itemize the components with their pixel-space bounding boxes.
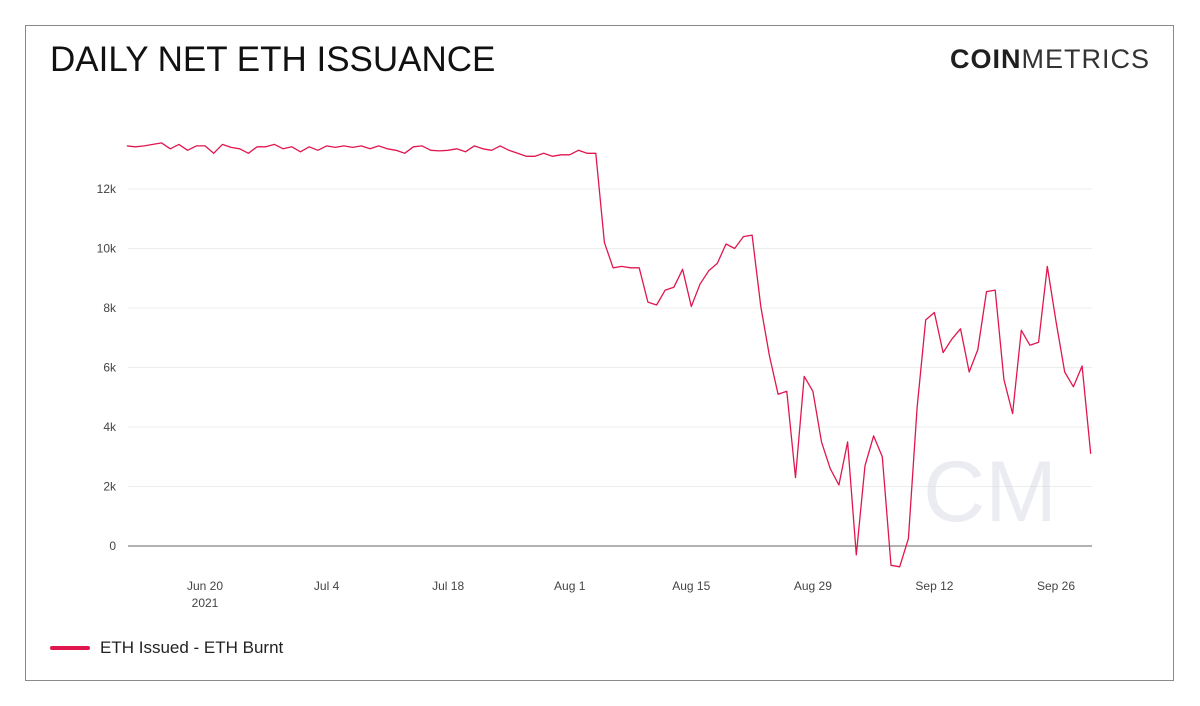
x-tick-label: Aug 15: [672, 579, 710, 593]
legend-swatch: [50, 646, 90, 650]
x-tick-label: Jul 4: [314, 579, 340, 593]
x-axis-ticks: Jun 20 2021 Jul 4 Jul 18 Aug 1 Aug 15 Aug 29 Se…: [187, 579, 1075, 610]
x-tick-sublabel: 2021: [192, 596, 219, 610]
legend: ETH Issued - ETH Burnt: [50, 638, 283, 658]
coinmetrics-logo: COINMETRICS: [950, 44, 1150, 75]
y-tick-label: 12k: [97, 182, 117, 196]
y-tick-label: 8k: [103, 301, 117, 315]
y-tick-label: 10k: [97, 242, 117, 256]
x-tick-label: Aug 1: [554, 579, 586, 593]
series-layer: [126, 142, 1092, 568]
logo-bold-text: COIN: [950, 44, 1022, 74]
cm-watermark: CM: [923, 444, 1057, 540]
chart-title: DAILY NET ETH ISSUANCE: [50, 40, 496, 79]
y-axis-ticks: 0 2k 4k 6k 8k 10k 12k: [97, 182, 117, 553]
x-tick-label: Sep 26: [1037, 579, 1075, 593]
series-line: [126, 142, 1092, 568]
y-tick-label: 0: [109, 539, 116, 553]
grid-lines: [128, 188, 1092, 547]
x-tick-label: Sep 12: [915, 579, 953, 593]
legend-label: ETH Issued - ETH Burnt: [100, 638, 284, 657]
logo-light-text: METRICS: [1021, 44, 1150, 74]
x-tick-label: Aug 29: [794, 579, 832, 593]
x-tick-label: Jul 18: [432, 579, 464, 593]
y-tick-label: 4k: [103, 420, 117, 434]
y-tick-label: 6k: [103, 361, 117, 375]
x-tick-label: Jun 20: [187, 579, 223, 593]
chart-frame: [25, 25, 1174, 681]
y-tick-label: 2k: [103, 480, 117, 494]
